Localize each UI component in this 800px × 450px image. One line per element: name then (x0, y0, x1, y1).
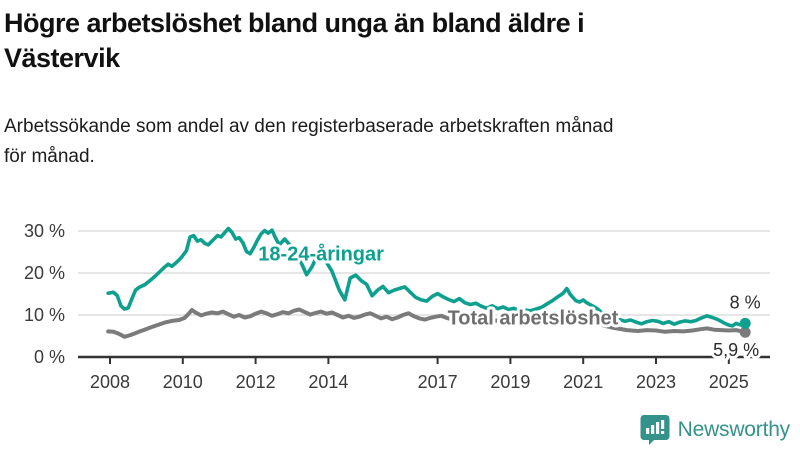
y-tick-label-20: 20 % (24, 263, 65, 283)
end-dot-total (739, 326, 751, 338)
logo-exclamation-dot (660, 431, 664, 434)
end-value-total: 5,9 % (713, 340, 759, 360)
logo-bar-1 (645, 428, 649, 434)
y-tick-label-30: 30 % (24, 221, 65, 241)
x-tick-label-2017: 2017 (418, 372, 458, 392)
end-value-youth: 8 % (730, 292, 761, 312)
page-subtitle-line2: för månad. (4, 146, 95, 167)
x-tick-label-2008: 2008 (90, 372, 130, 392)
x-tick-label-2014: 2014 (308, 372, 348, 392)
x-tick-label-2010: 2010 (163, 372, 203, 392)
x-tick-label-2012: 2012 (236, 372, 276, 392)
page-title-line1: Högre arbetslöshet bland unga än bland ä… (4, 8, 585, 38)
x-tick-label-2025: 2025 (709, 372, 749, 392)
y-tick-label-0: 0 % (34, 347, 65, 367)
newsworthy-logo[interactable]: Newsworthy (640, 414, 790, 445)
newsworthy-chart-bubble-icon (640, 415, 670, 445)
y-tick-label-10: 10 % (24, 305, 65, 325)
logo-bar-2 (650, 425, 654, 434)
series-label-youth: 18-24-åringar (258, 242, 384, 265)
logo-bubble-shape (640, 415, 670, 445)
page-title: Högre arbetslöshet bland unga än bland ä… (4, 6, 784, 76)
end-dot-youth (739, 317, 751, 329)
logo-exclamation-stem (660, 420, 664, 429)
chart-svg: 0 % 10 % 20 % 30 % 2008 2010 2012 2014 2017 2019 2… (24, 221, 770, 392)
page-title-line2: Västervik (4, 43, 120, 73)
unemployment-line-chart: 0 % 10 % 20 % 30 % 2008 2010 2012 2014 2017 2019 2… (0, 200, 800, 405)
page-subtitle-line1: Arbetssökande som andel av den registerb… (4, 116, 614, 137)
chart-line-youth (106, 226, 748, 328)
x-tick-label-2019: 2019 (490, 372, 530, 392)
x-tick-label-2023: 2023 (636, 372, 676, 392)
x-tick-label-2021: 2021 (563, 372, 603, 392)
chart-line-total (106, 307, 748, 339)
logo-bar-3 (655, 422, 659, 434)
logo-label: Newsworthy (677, 417, 791, 441)
page-subtitle: Arbetssökande som andel av den registerb… (4, 112, 794, 172)
series-label-total: Total arbetslöshet (448, 308, 619, 330)
